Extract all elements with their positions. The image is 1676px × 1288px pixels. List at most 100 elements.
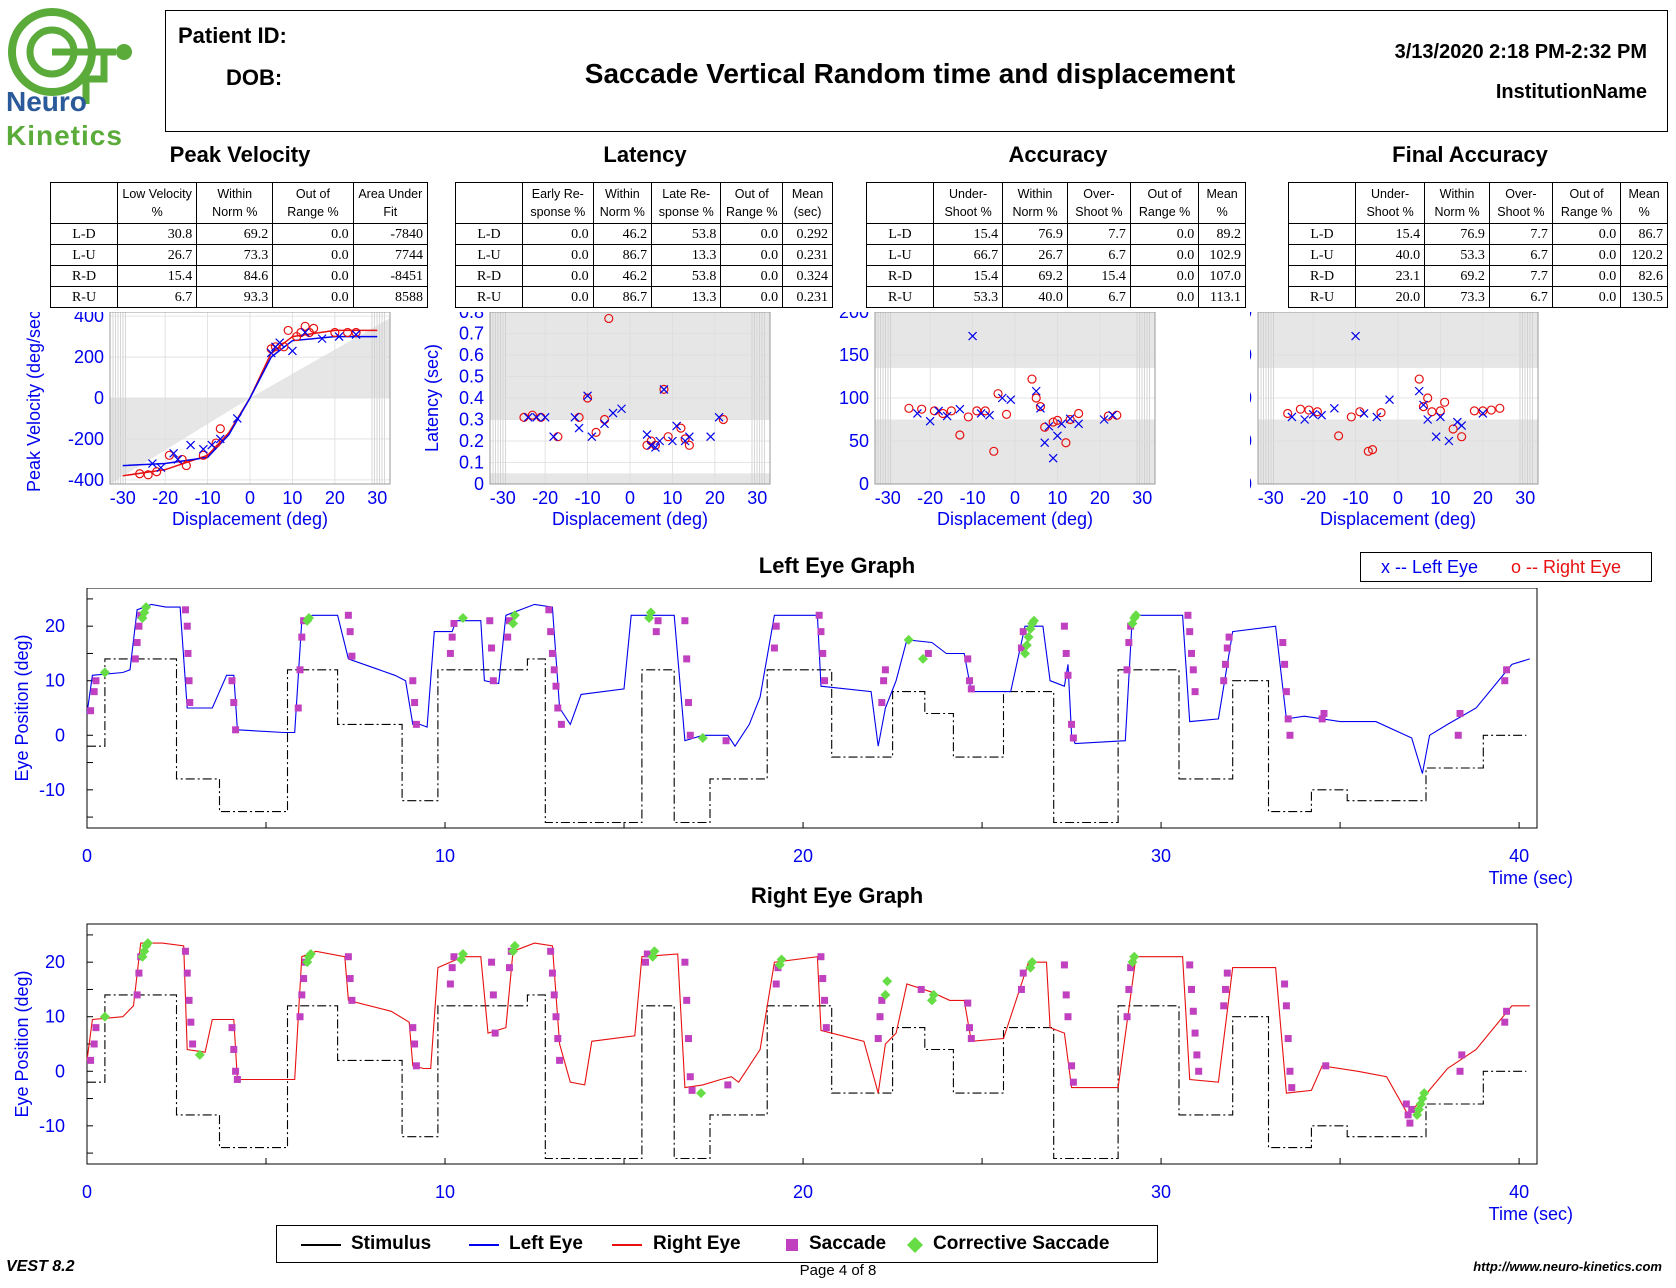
x-tick-label: -30: [110, 488, 136, 508]
saccade-marker: [411, 699, 419, 707]
saccade-marker: [1191, 688, 1199, 696]
table-cell: 0.0: [272, 286, 354, 308]
right-eye-graph-title: Right Eye Graph: [750, 883, 924, 908]
x-tick-label: -30: [1258, 488, 1284, 508]
y-tick-label: -10: [39, 780, 65, 800]
right-eye-point: [1052, 415, 1063, 425]
saccade-marker: [232, 726, 240, 734]
saccade-marker: [652, 628, 660, 636]
x-tick-label: -20: [917, 488, 943, 508]
saccade-marker: [1456, 709, 1464, 717]
right-eye-point: [663, 432, 673, 442]
column-header: Low Velocity %: [116, 182, 198, 224]
plot-frame: [86, 923, 1538, 1165]
saccade-marker: [688, 1086, 696, 1094]
saccade-marker: [1064, 1013, 1072, 1021]
y-tick-label: 200: [839, 312, 869, 322]
company-url[interactable]: http://www.neuro-kinetics.com: [1473, 1259, 1662, 1274]
right-eye-point: [1027, 374, 1037, 384]
corrective-saccade-marker: [194, 1049, 205, 1060]
saccade-marker: [505, 964, 513, 972]
x-tick-label: -10: [1343, 488, 1369, 508]
left-eye-point: [651, 443, 660, 452]
saccade-marker: [550, 991, 558, 999]
saccade-marker: [557, 720, 565, 728]
saccade-marker: [1503, 1007, 1511, 1015]
table-cell: 66.7: [932, 244, 1004, 266]
saccade-marker: [233, 1075, 241, 1083]
left-eye-point: [1108, 410, 1118, 420]
institution-name: InstitutionName: [1495, 81, 1647, 103]
table-cell: 0.0: [720, 286, 784, 308]
corrective-saccade-marker: [1028, 615, 1039, 626]
norm-band: [110, 318, 390, 484]
y-tick-label: 20: [45, 952, 65, 972]
peak-velocity-chart: -30 -20 -10 0 10 20 30 -400 -200 0 200 400 Displacem…: [24, 312, 391, 529]
left-eye-point: [1444, 436, 1454, 446]
saccade-marker: [488, 644, 496, 652]
right-eye-point: [211, 438, 221, 448]
saccade-marker: [486, 617, 494, 625]
table-row: L-U 26.7 73.3 0.0 7744: [50, 244, 429, 266]
table-cell: 0.0: [272, 265, 354, 287]
y-tick-label: 0.3: [459, 410, 484, 430]
corrective-saccade-marker: [903, 634, 914, 645]
saccade-marker: [817, 953, 825, 961]
y-tick-label: 0.2: [459, 431, 484, 451]
table-cell: 76.9: [1424, 223, 1490, 245]
left-eye-point: [523, 412, 533, 422]
table-cell: 0.231: [782, 244, 833, 266]
y-tick-label: 20: [45, 616, 65, 636]
saccade-marker: [819, 649, 827, 657]
x-axis-label: Displacement (deg): [1320, 509, 1476, 529]
left-eye-point: [156, 463, 166, 473]
table-cell: 0.0: [522, 223, 594, 245]
table-row: R-D 15.4 69.2 15.4 0.0 107.0: [866, 265, 1246, 287]
table-cell: 26.7: [1002, 244, 1068, 266]
left-eye-point: [1006, 395, 1016, 405]
saccade-marker: [1281, 660, 1289, 668]
legend-right-eye: o -- Right Eye: [1511, 557, 1622, 577]
saccade-marker: [183, 969, 191, 977]
corrective-saccade-marker: [697, 733, 708, 743]
table-cell: 69.2: [196, 223, 274, 245]
table-cell: 0.231: [782, 286, 833, 308]
table-cell: 0.0: [1129, 286, 1200, 308]
saccade-marker: [1318, 715, 1326, 723]
right-eye-point: [1367, 445, 1378, 455]
table-cell: 0.0: [1129, 265, 1200, 287]
saccade-marker: [1404, 1111, 1412, 1119]
report-header: Patient ID: DOB: 3/13/2020 2:18 PM-2:32 …: [165, 10, 1668, 132]
y-tick-label: 150: [839, 345, 869, 365]
y-tick-label: -400: [68, 470, 104, 490]
saccade-marker: [1220, 1002, 1228, 1010]
table-cell: 69.2: [1424, 265, 1490, 287]
x-tick-label: 10: [1047, 488, 1067, 508]
left-eye-point: [186, 440, 196, 450]
table-cell: 86.7: [1620, 223, 1668, 245]
right-eye-point: [135, 469, 145, 479]
table-cell: 0.0: [272, 244, 354, 266]
saccade-marker: [1069, 1078, 1077, 1086]
right-eye-point: [684, 440, 694, 450]
x-tick-label: 10: [435, 846, 455, 866]
right-eye-point: [1061, 438, 1071, 448]
right-eye-point: [1048, 417, 1058, 427]
left-eye-point: [706, 432, 716, 442]
left-eye-point: [300, 328, 310, 337]
saccade-marker: [448, 633, 456, 641]
left-eye-point: [1057, 419, 1067, 429]
saccade-marker: [344, 611, 352, 619]
table-cell: 0.0: [522, 265, 594, 287]
saccade-marker: [1222, 985, 1230, 993]
table-cell: 8588: [352, 286, 429, 308]
right-eye-point: [1283, 408, 1293, 419]
left-eye-point: [532, 412, 542, 422]
right-eye-point: [1440, 397, 1450, 407]
saccade-marker: [131, 655, 139, 663]
saccade-marker: [1225, 633, 1233, 641]
table-row: L-D 0.0 46.2 53.8 0.0 0.292: [455, 223, 833, 245]
right-eye-point: [1031, 393, 1041, 403]
x-tick-label: 10: [435, 1182, 455, 1202]
saccade-marker: [1188, 649, 1196, 657]
